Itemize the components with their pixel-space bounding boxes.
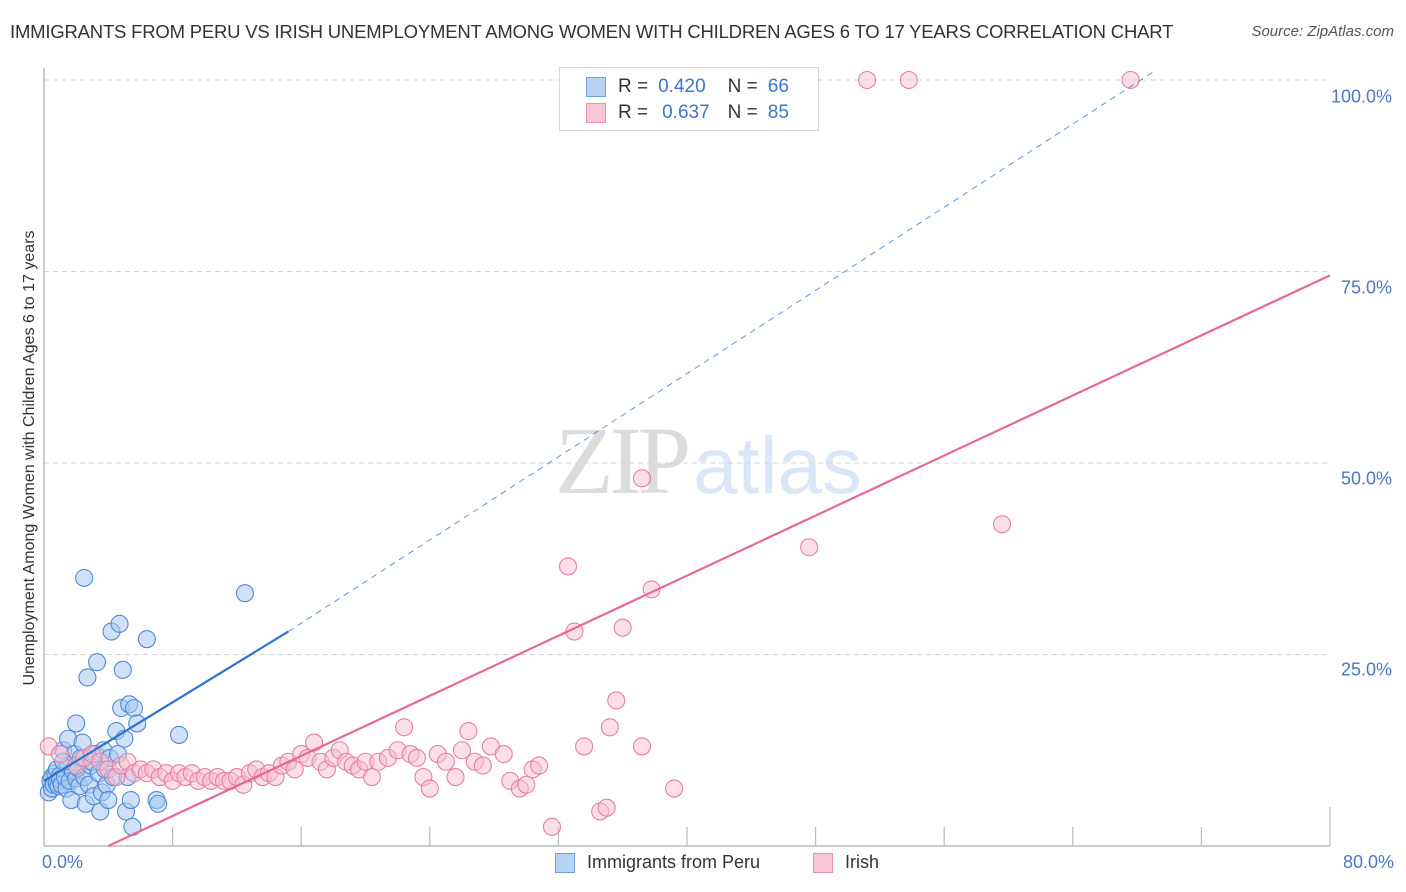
- irish-data-point: [993, 515, 1012, 534]
- y-tick-75: 75.0%: [1340, 277, 1392, 298]
- stats-legend: R = 0.420 N = 66 R = 0.637 N = 85: [559, 67, 819, 131]
- irish-data-point: [597, 798, 616, 817]
- irish-data-point: [362, 768, 381, 787]
- legend-n-label: N =: [727, 102, 758, 123]
- x-tick-0: 0.0%: [42, 852, 84, 872]
- peru-data-point: [99, 790, 118, 810]
- irish-data-point: [459, 722, 478, 741]
- peru-legend-swatch-icon: [555, 852, 575, 873]
- irish-swatch-icon: [586, 103, 606, 123]
- irish-data-point: [517, 775, 536, 794]
- irish-data-point: [305, 733, 324, 752]
- peru-points: [39, 568, 254, 836]
- irish-data-point: [407, 748, 426, 767]
- irish-data-point: [395, 718, 414, 737]
- irish-data-point: [420, 779, 439, 798]
- irish-data-point: [575, 737, 594, 756]
- peru-data-point: [110, 614, 129, 633]
- trend-lines: [43, 71, 1331, 847]
- irish-data-point: [632, 469, 652, 488]
- gridlines: [44, 79, 1330, 655]
- peru-data-point: [169, 725, 189, 744]
- source-label: Source: ZipAtlas.com: [1251, 23, 1394, 40]
- peru-data-point: [137, 630, 156, 649]
- peru-data-point: [149, 794, 168, 813]
- irish-trend-line: [107, 274, 1331, 847]
- peru-data-point: [87, 653, 107, 672]
- irish-data-point: [1121, 70, 1140, 90]
- legend-item-irish[interactable]: Irish: [813, 852, 879, 873]
- legend-row-irish: R = 0.637 N = 85: [586, 101, 789, 125]
- irish-data-point: [542, 817, 562, 836]
- irish-data-point: [285, 760, 304, 779]
- peru-trend-line: [43, 630, 289, 782]
- irish-data-point: [452, 741, 472, 760]
- irish-data-point: [607, 691, 626, 710]
- axes: [43, 68, 1331, 847]
- y-tick-100: 100.0%: [1330, 86, 1392, 107]
- peru-data-point: [235, 584, 254, 603]
- irish-data-point: [494, 745, 513, 764]
- peru-data-point: [75, 568, 94, 587]
- x-tick-80: 80.0%: [1342, 852, 1394, 872]
- irish-data-point: [436, 752, 455, 771]
- irish-data-point: [51, 745, 70, 764]
- peru-data-point: [124, 699, 144, 718]
- legend-n-value-irish: 85: [767, 102, 789, 123]
- legend-item-peru[interactable]: Immigrants from Peru: [555, 852, 760, 873]
- peru-swatch-icon: [586, 77, 606, 97]
- legend-n-label: N =: [727, 76, 758, 97]
- irish-points: [39, 70, 1140, 836]
- irish-data-point: [899, 70, 918, 90]
- peru-data-point: [67, 714, 86, 733]
- irish-data-point: [613, 618, 632, 637]
- irish-data-point: [800, 538, 819, 557]
- irish-data-point: [632, 737, 652, 756]
- y-tick-25: 25.0%: [1340, 659, 1392, 680]
- irish-data-point: [530, 756, 549, 775]
- legend-r-value-irish: 0.637: [662, 102, 710, 123]
- legend-row-peru: R = 0.420 N = 66: [586, 75, 789, 99]
- legend-r-label: R =: [618, 102, 649, 123]
- peru-data-point: [113, 660, 132, 679]
- irish-data-point: [857, 70, 877, 90]
- y-tick-50: 50.0%: [1340, 468, 1392, 489]
- peru-trend-extension: [288, 71, 1154, 632]
- peru-data-point: [121, 790, 140, 810]
- irish-legend-swatch-icon: [813, 852, 833, 873]
- irish-data-point: [665, 779, 684, 798]
- irish-data-point: [600, 718, 619, 737]
- y-axis-label: Unemployment Among Women with Children A…: [21, 230, 38, 686]
- chart-title: IMMIGRANTS FROM PERU VS IRISH UNEMPLOYME…: [10, 21, 1174, 42]
- legend-n-value-peru: 66: [767, 76, 789, 97]
- legend-label-peru: Immigrants from Peru: [587, 852, 761, 872]
- legend-label-irish: Irish: [845, 852, 880, 872]
- irish-data-point: [558, 557, 578, 576]
- legend-r-label: R =: [618, 76, 649, 97]
- legend-r-value-peru: 0.420: [658, 76, 706, 97]
- irish-data-point: [473, 756, 492, 775]
- irish-data-point: [446, 768, 465, 787]
- peru-data-point: [78, 668, 97, 687]
